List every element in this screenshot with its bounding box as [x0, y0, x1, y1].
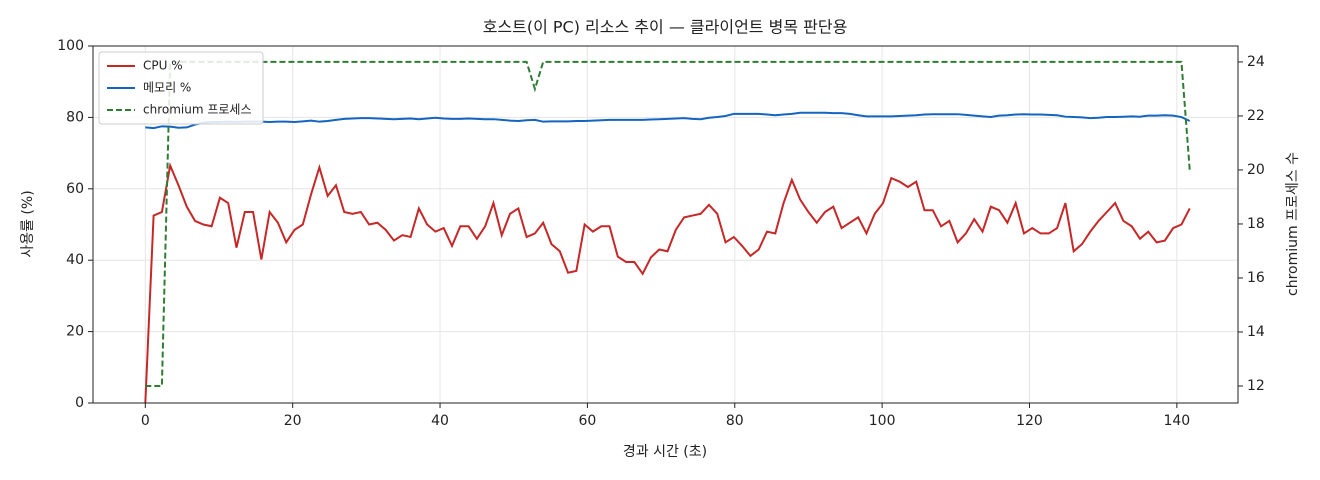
legend-box: [98, 51, 264, 125]
y-tick-label: 0: [75, 395, 84, 411]
y2-tick-label: 16: [1247, 270, 1265, 286]
y2-tick-label: 12: [1247, 378, 1265, 394]
x-tick-label: 60: [578, 413, 596, 429]
x-tick-label: 20: [284, 413, 302, 429]
y2-tick-label: 20: [1247, 162, 1265, 178]
legend-label: chromium 프로세스: [143, 103, 252, 117]
y-tick-label: 80: [66, 109, 84, 125]
x-tick-label: 140: [1163, 413, 1190, 429]
y2-tick-label: 14: [1247, 324, 1265, 340]
y2-axis-label: chromium 프로세스 수: [1285, 152, 1301, 296]
y2-tick-label: 22: [1247, 108, 1265, 124]
legend-label: 메모리 %: [143, 81, 191, 95]
x-tick-label: 40: [431, 413, 449, 429]
y-tick-label: 100: [57, 38, 84, 54]
plot-frame: [92, 45, 1239, 404]
x-tick-label: 100: [869, 413, 896, 429]
series-line: [144, 162, 1191, 404]
y-tick-label: 40: [66, 252, 84, 268]
y-tick-label: 60: [66, 181, 84, 197]
x-tick-label: 0: [141, 413, 150, 429]
series-line: [145, 60, 1191, 387]
x-tick-label: 120: [1016, 413, 1043, 429]
x-axis-label: 경과 시간 (초): [623, 444, 707, 460]
y-tick-label: 20: [66, 324, 84, 340]
y2-tick-label: 24: [1247, 54, 1265, 70]
legend-label: CPU %: [143, 59, 183, 73]
y-axis-label: 사용률 (%): [20, 190, 36, 257]
chart-title: 호스트(이 PC) 리소스 추이 — 클라이언트 병목 판단용: [483, 18, 848, 37]
series-line: [145, 111, 1191, 130]
y2-tick-label: 18: [1247, 216, 1265, 232]
x-tick-label: 80: [726, 413, 744, 429]
